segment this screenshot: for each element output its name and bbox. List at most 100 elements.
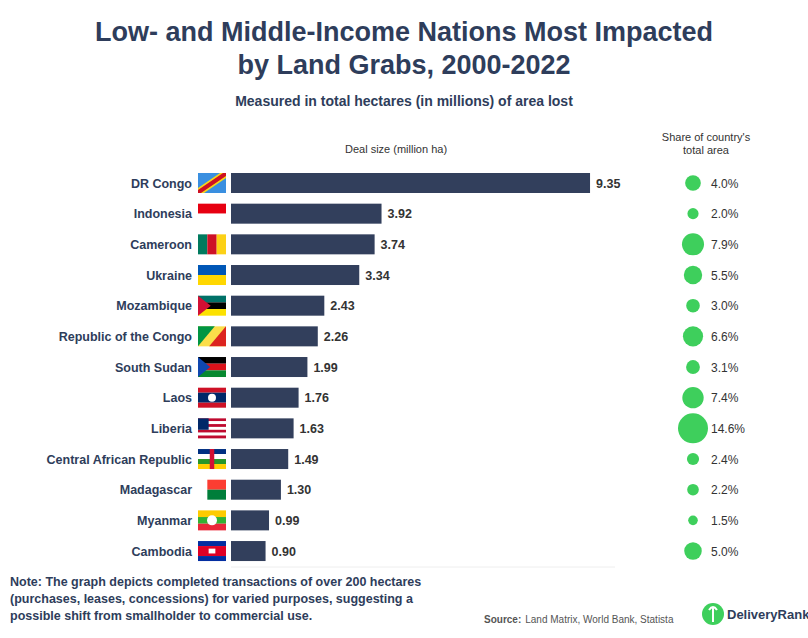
category-label: South Sudan [115,361,192,375]
flag-part [198,204,226,214]
flag-part [198,296,211,316]
flag [198,204,226,224]
labels: DR Congo9.354.0%Indonesia3.922.0%Cameroo… [47,177,746,559]
share-label: 6.6% [711,330,739,344]
title: Low- and Middle-Income Nations Most Impa… [95,17,713,80]
share-label: 5.5% [711,269,739,283]
value-label: 3.34 [365,269,389,283]
brand-icon [702,603,724,625]
note-line: (purchases, leases, concessions) for var… [10,592,414,606]
value-label: 3.74 [381,238,405,252]
category-label: Laos [163,391,192,405]
category-label: Liberia [151,422,193,436]
flag-part [198,275,226,285]
flag [198,510,226,530]
flag-part [198,265,226,275]
share-circle [687,208,698,219]
bar [231,510,269,530]
share-circle [687,453,699,465]
share-label: 3.1% [711,361,739,375]
category-label: Cambodia [132,545,193,559]
flag [198,173,226,193]
share-label: 3.0% [711,299,739,313]
category-label: Madagascar [120,483,192,497]
share-circle [678,413,708,443]
flag [198,388,226,408]
subtitle: Measured in total hectares (in millions)… [235,93,573,109]
flag-part [207,234,216,254]
category-label: Central African Republic [47,453,192,467]
flag-part [198,357,210,377]
title-line: by Land Grabs, 2000-2022 [237,50,570,80]
flag-part [210,449,214,469]
bar [231,326,318,346]
flag-part [209,549,216,554]
flag [198,541,226,561]
share-circle [686,299,700,313]
value-label: 1.63 [300,422,324,436]
share-circle [684,266,702,284]
share-circle [686,360,700,374]
category-label: Mozambique [116,299,192,313]
value-label: 1.76 [305,391,329,405]
note: Note: The graph depicts completed transa… [10,575,421,623]
flag-part [209,326,226,346]
share-label: 2.4% [711,453,739,467]
bar [231,541,266,561]
flag-part [198,388,226,393]
flag-part [208,394,216,402]
flag [198,357,226,377]
flag [198,326,226,346]
share-label: 2.2% [711,483,739,497]
category-label: Indonesia [134,207,193,221]
flag-part [198,433,226,436]
value-label: 9.35 [596,177,620,191]
category-label: Ukraine [146,269,192,283]
bars [231,173,590,561]
share-label: 4.0% [711,177,739,191]
flag-part [198,418,209,429]
note-line: possible shift from smallholder to comme… [10,609,312,623]
value-label: 1.30 [287,483,311,497]
share-circle [685,175,701,191]
bar [231,449,288,469]
share-header-line: Share of country's [662,131,751,143]
brand: DeliveryRank [727,607,808,622]
bar [231,418,294,438]
flag-part [217,234,226,254]
note-line: Note: The graph depicts completed transa… [10,575,421,589]
flag-part [207,480,226,490]
flag-part [198,173,226,193]
flag [198,418,226,438]
flag-part [198,214,226,224]
bar [231,204,382,224]
flag [198,265,226,285]
flag [198,480,226,500]
source: Land Matrix, World Bank, Statista [525,614,674,625]
flag-part [198,430,226,433]
share-circle [684,542,702,560]
value-label: 0.90 [272,545,296,559]
flag [198,296,226,316]
share-label: 7.9% [711,238,739,252]
category-label: Cameroon [130,238,192,252]
flag-part [198,326,226,346]
category-label: DR Congo [131,177,192,191]
bar [231,357,307,377]
bar [231,388,299,408]
share-label: 14.6% [711,422,745,436]
share-label: 2.0% [711,207,739,221]
source-label: Source: [484,614,521,625]
flag-part [198,546,226,556]
value-label: 2.43 [330,299,354,313]
flag-part [198,173,226,193]
flag-part [198,556,226,561]
share-circle [682,233,704,255]
value-label: 1.99 [313,361,337,375]
flag-part [198,541,226,546]
share-header-line: total area [683,144,730,156]
share-circle [683,326,703,346]
chart: Low- and Middle-Income Nations Most Impa… [0,0,808,638]
flag-part [198,234,207,254]
bar [231,296,324,316]
